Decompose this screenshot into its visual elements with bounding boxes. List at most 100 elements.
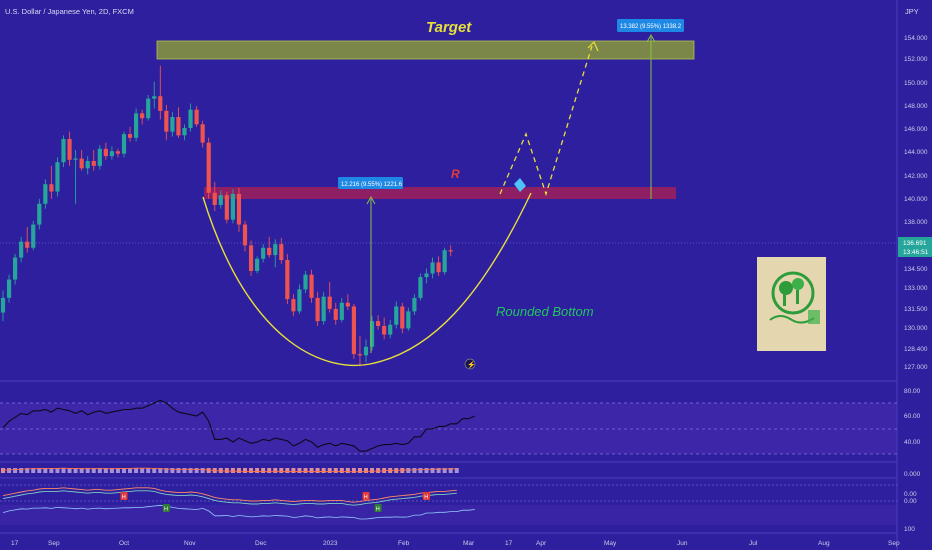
resistance-zone[interactable] (204, 187, 676, 199)
histogram-bar (67, 468, 72, 473)
histogram-bar (176, 468, 181, 473)
measure-2[interactable]: 13.382 (9.55%) 1338.2 (617, 19, 684, 199)
candle-body (224, 195, 229, 220)
measure-1[interactable]: 12.216 (9.55%) 1221.6 (338, 177, 403, 353)
histogram-bar (448, 468, 453, 473)
candle-body (31, 224, 36, 248)
histogram-bar (261, 468, 266, 473)
candle-body (430, 262, 435, 274)
price-tick: 146.000 (904, 126, 928, 133)
price-tick: 154.000 (904, 35, 928, 42)
time-tick: Oct (119, 540, 129, 547)
candle-body (242, 224, 248, 246)
histogram-bar (128, 468, 133, 473)
target-zone[interactable] (156, 40, 695, 60)
histogram-bar (442, 468, 447, 473)
histogram-bar (327, 468, 332, 473)
time-tick: Apr (536, 540, 547, 547)
candle-body (255, 258, 260, 271)
histogram-bar (73, 468, 78, 473)
candle-body (91, 161, 96, 166)
candle-body (103, 148, 108, 157)
candle-body (49, 184, 54, 192)
histogram-bar (200, 468, 205, 473)
event-marker[interactable]: ⚡ (464, 358, 476, 370)
histogram-bar (31, 468, 36, 473)
candle-body (327, 296, 332, 309)
time-tick: Aug (818, 540, 830, 547)
candle-body (61, 139, 66, 163)
histogram-bar (297, 468, 302, 473)
candle-body (37, 203, 42, 225)
time-tick: 17 (11, 540, 19, 547)
histogram-bar (188, 468, 193, 473)
price-badge-bg (898, 237, 932, 257)
histogram-bar (55, 468, 60, 473)
histogram-bar (267, 468, 272, 473)
price-tick: 142.000 (904, 173, 928, 180)
histogram-bar (49, 468, 54, 473)
osc-marker (374, 504, 382, 512)
candle-body (121, 134, 127, 154)
osc-marker (423, 492, 430, 500)
candle-body (376, 321, 381, 326)
histogram-bar (7, 468, 12, 473)
candle-body (394, 306, 399, 325)
candle-body (333, 308, 338, 320)
candle-body (303, 274, 308, 290)
logo-bg (757, 257, 826, 351)
time-axis[interactable]: 17 Sep Oct Nov Dec 2023 Feb Mar 17 Apr M… (11, 540, 900, 547)
histogram-bar (79, 468, 84, 473)
histogram-bar (85, 468, 90, 473)
candle-body (448, 250, 453, 252)
candle-body (339, 302, 344, 320)
osc-marker-label: H (376, 507, 380, 513)
candles (0, 65, 453, 367)
candle-body (115, 151, 121, 154)
trunk-icon (796, 290, 799, 304)
osc-marker-label: H (122, 495, 126, 501)
candle-body (248, 245, 254, 271)
price-tick: 144.000 (904, 149, 928, 156)
candle-body (357, 354, 363, 356)
event-marker-circle (464, 358, 476, 370)
rsi-tick: 60.00 (904, 413, 921, 420)
candle-body (382, 326, 387, 335)
candle-body (43, 184, 48, 204)
histogram-bar (97, 468, 102, 473)
rounded-bottom-curve[interactable] (202, 192, 532, 367)
logo (757, 257, 826, 351)
histogram-bar (436, 468, 441, 473)
histogram-bar (1, 468, 5, 473)
price-tick: 134.500 (904, 266, 928, 273)
projection-arrowhead (587, 40, 599, 52)
cursor-marker (514, 178, 526, 192)
last-price: 136.691 (903, 240, 927, 247)
bar-countdown: 13:46:51 (903, 249, 929, 256)
histogram-bar (351, 468, 356, 473)
price-tick: 127.000 (904, 364, 928, 371)
candle-body (109, 151, 114, 157)
candle-body (273, 244, 278, 256)
price-tick: 150.000 (904, 80, 928, 87)
candle-body (236, 194, 242, 225)
price-badge[interactable]: 136.691 13:46:51 (898, 237, 932, 257)
price-tick: 148.000 (904, 103, 928, 110)
histogram-bar (19, 468, 24, 473)
histogram-bar (412, 468, 417, 473)
histogram-bar (291, 468, 296, 473)
histogram-bar (376, 468, 381, 473)
osc-signal-line (2, 504, 475, 520)
histogram-bar (109, 468, 114, 473)
candle-body (188, 109, 193, 128)
candle-body (345, 302, 350, 307)
candle-body (418, 277, 423, 298)
time-tick: Feb (398, 540, 410, 547)
price-axis[interactable]: 154.000 152.000 150.000 148.000 146.000 … (896, 0, 928, 550)
histogram-bar (255, 468, 260, 473)
price-tick: 133.000 (904, 285, 928, 292)
candle-body (158, 96, 163, 111)
candle-body (182, 128, 187, 136)
